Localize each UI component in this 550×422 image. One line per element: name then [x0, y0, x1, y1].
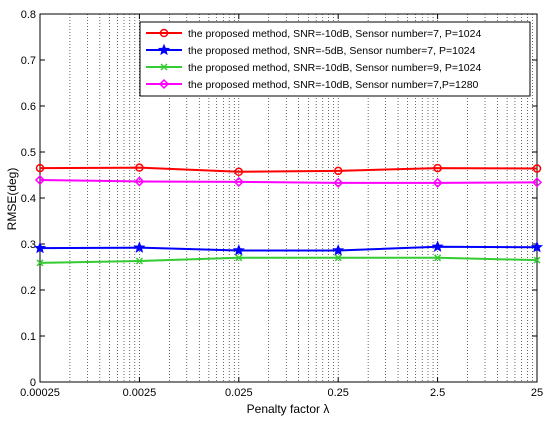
y-tick-label: 0.4	[21, 193, 36, 205]
legend-entry: the proposed method, SNR=-10dB, Sensor n…	[146, 78, 479, 91]
series-line	[39, 245, 538, 252]
legend-label: the proposed method, SNR=-5dB, Sensor nu…	[188, 45, 476, 57]
x-tick-label: 0.25	[327, 387, 348, 399]
data-point-x-marker	[135, 257, 143, 265]
y-tick-label: 0.1	[21, 331, 36, 343]
data-point-circle-marker	[135, 163, 144, 172]
data-point-star-marker	[431, 240, 444, 252]
data-point-star-marker	[157, 43, 171, 56]
x-marker-stroke	[533, 256, 541, 264]
data-point-circle-marker	[35, 163, 45, 173]
grid-lines	[39, 14, 533, 382]
series-4	[34, 174, 543, 188]
data-point-x-marker	[334, 254, 342, 262]
data-series	[33, 163, 544, 267]
y-tick-label: 0	[30, 377, 36, 389]
data-point-circle-marker	[532, 164, 542, 173]
x-tick-label: 0.025	[225, 387, 253, 399]
legend-label: the proposed method, SNR=-10dB, Sensor n…	[188, 79, 479, 91]
x-marker-stroke	[334, 254, 342, 262]
data-point-diamond-marker	[233, 176, 244, 187]
x-axis-label: Penalty factor λ	[247, 402, 330, 416]
data-point-circle-marker	[234, 167, 244, 177]
data-point-circle-marker	[159, 28, 169, 38]
series-2	[33, 240, 544, 256]
series-line	[39, 166, 538, 173]
x-tick-label: 25	[531, 387, 543, 399]
legend-entry: the proposed method, SNR=-5dB, Sensor nu…	[146, 43, 476, 57]
data-point-circle-marker	[333, 166, 343, 176]
legend-entry: the proposed method, SNR=-10dB, Sensor n…	[146, 28, 481, 40]
legend-box	[139, 21, 531, 97]
series-1	[35, 163, 542, 177]
data-point-x-marker	[434, 254, 442, 262]
x-tick-label: 0.0025	[123, 387, 157, 399]
x-marker-stroke	[235, 254, 243, 262]
data-point-x-marker	[533, 256, 541, 264]
y-tick-label: 0.8	[21, 9, 36, 21]
data-point-diamond-marker	[531, 177, 543, 188]
y-tick-label: 0.6	[21, 101, 36, 113]
data-point-star-marker	[33, 241, 47, 254]
legend-entry: the proposed method, SNR=-10dB, Sensor n…	[146, 62, 481, 74]
axis-ticks: 0.00025 0.0025 0.025 0.25 2.5 25 0 0.1 0.2 0.3 0.4…	[20, 9, 543, 399]
x-tick-label: 0.00025	[20, 387, 60, 399]
data-point-diamond-marker	[333, 177, 344, 188]
data-point-star-marker	[232, 244, 245, 256]
legend-label: the proposed method, SNR=-10dB, Sensor n…	[188, 28, 481, 40]
data-point-x-marker	[36, 259, 44, 267]
data-point-star-marker	[332, 244, 345, 256]
data-point-star-marker	[133, 241, 146, 253]
data-point-diamond-marker	[134, 176, 145, 187]
data-point-diamond-marker	[158, 78, 170, 90]
data-point-diamond-marker	[432, 177, 443, 188]
series-3	[36, 254, 541, 267]
y-tick-label: 0.5	[21, 147, 36, 159]
data-point-x-marker	[160, 63, 168, 71]
x-marker-stroke	[36, 259, 44, 267]
y-axis-label: RMSE(deg)	[5, 168, 19, 231]
series-line	[39, 256, 538, 264]
x-marker-stroke	[135, 257, 143, 265]
y-tick-label: 0.7	[21, 55, 36, 67]
x-marker-stroke	[434, 254, 442, 262]
legend-label: the proposed method, SNR=-10dB, Sensor n…	[188, 62, 481, 74]
legend: the proposed method, SNR=-10dB, Sensor n…	[139, 21, 531, 97]
data-point-x-marker	[235, 254, 243, 262]
x-tick-label: 2.5	[430, 387, 445, 399]
y-tick-label: 0.3	[21, 239, 36, 251]
y-tick-label: 0.2	[21, 285, 36, 297]
data-point-diamond-marker	[34, 174, 46, 186]
data-point-star-marker	[530, 240, 544, 253]
x-marker-stroke	[160, 63, 168, 71]
data-point-circle-marker	[433, 163, 442, 173]
series-line	[39, 179, 538, 184]
